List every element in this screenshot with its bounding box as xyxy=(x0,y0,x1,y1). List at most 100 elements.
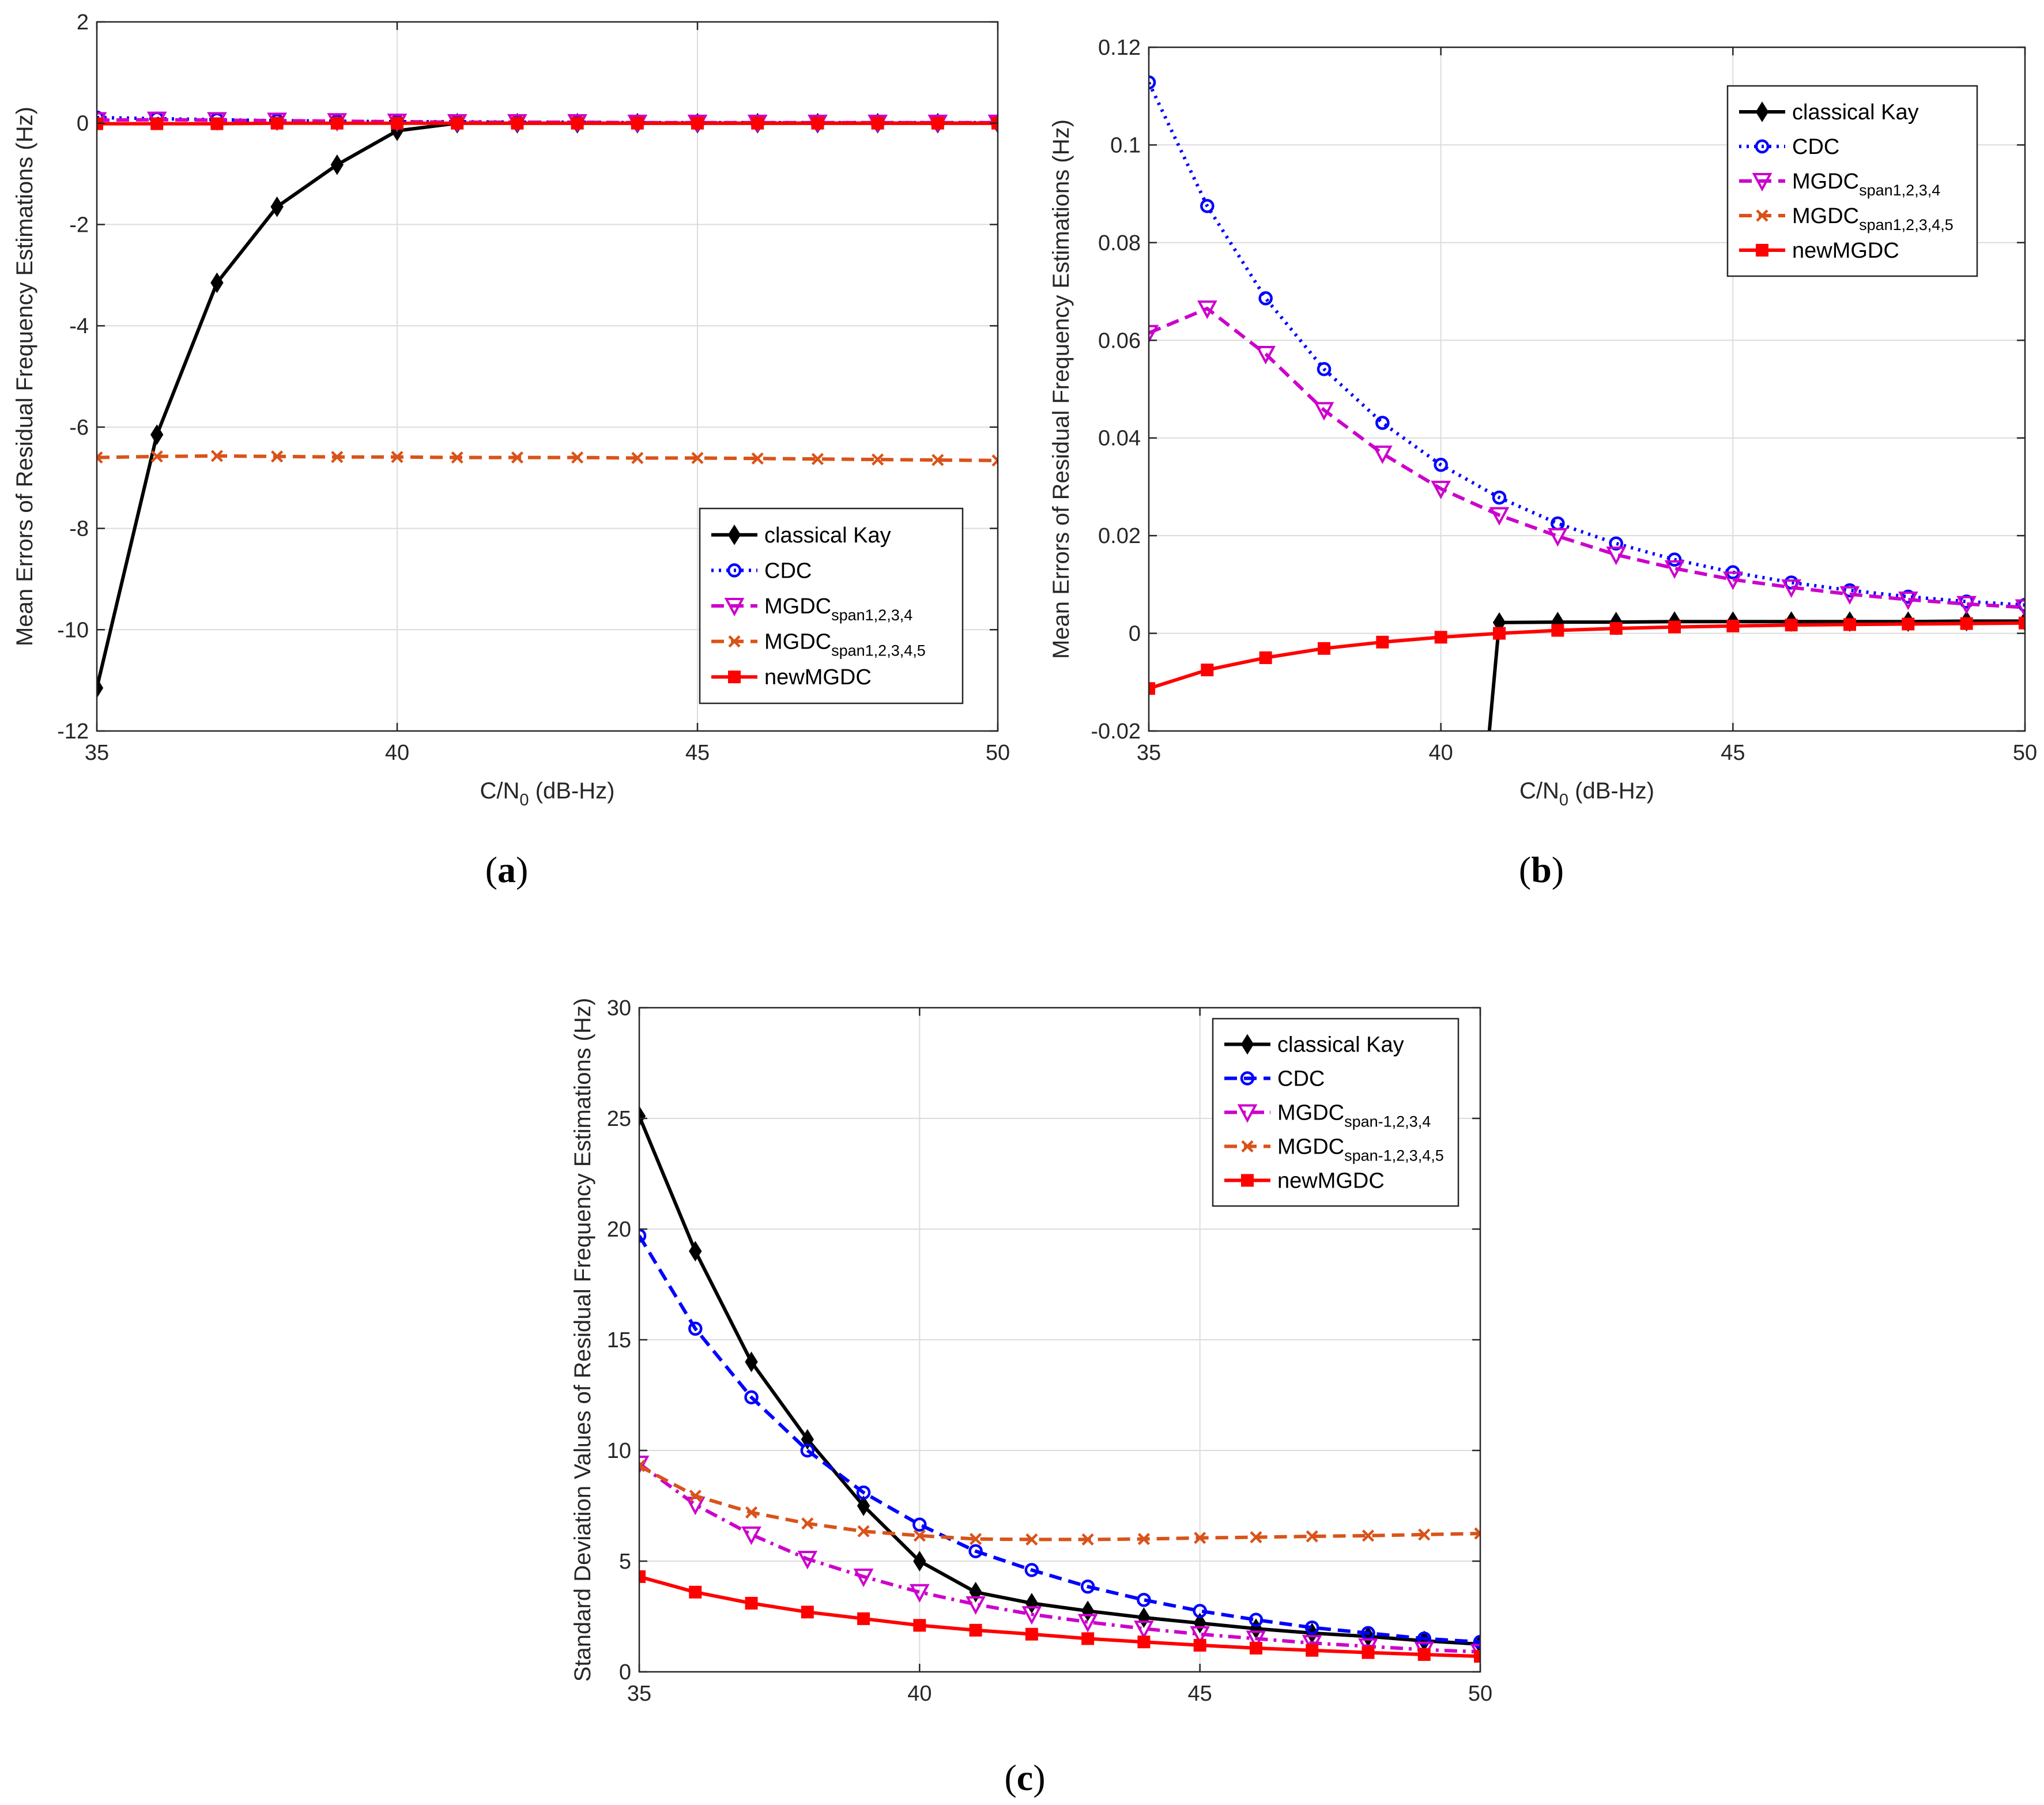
data-point-s2-8 xyxy=(1606,547,1627,566)
legend-marker-0 xyxy=(727,524,741,545)
data-point-s4-11 xyxy=(1249,1641,1262,1655)
data-point-s1-1 xyxy=(1200,199,1215,213)
y-axis-label: Standard Deviation Values of Residual Fr… xyxy=(570,998,595,1682)
legend-label-2: MGDCspan-1,2,3,4 xyxy=(1277,1101,1431,1131)
data-point-s4-13 xyxy=(1362,1646,1375,1659)
x-axis-label-suffix: (dB-Hz) xyxy=(1568,778,1654,804)
data-point-s3-4 xyxy=(331,451,344,464)
data-point-s4-12 xyxy=(1306,1644,1319,1657)
data-point-s3-5 xyxy=(913,1529,926,1542)
y-axis-label: Mean Errors of Residual Frequency Estima… xyxy=(12,107,37,646)
data-point-s3-2 xyxy=(745,1506,758,1519)
legend-label-sub: span1,2,3,4 xyxy=(1859,182,1940,199)
series-line-3 xyxy=(97,454,998,462)
data-point-s4-7 xyxy=(1025,1627,1038,1641)
data-point-s4-4 xyxy=(330,116,344,130)
y-tick-label: 0.02 xyxy=(1098,524,1141,548)
y-tick-label: 0.1 xyxy=(1110,133,1141,157)
legend-label-sub: span1,2,3,4 xyxy=(831,606,912,624)
legend-marker-3 xyxy=(1241,1140,1254,1153)
panel-b: 35 40 45 50 -0.02 0 0.02 0.04 0.06 0.08 0.1 0.12 Mea… xyxy=(1049,36,2037,890)
data-point-s3-8 xyxy=(1081,1533,1094,1546)
data-point-s4-2 xyxy=(1259,651,1272,664)
data-point-s3-9 xyxy=(1137,1533,1150,1546)
legend-label-0: classical Kay xyxy=(1277,1033,1404,1057)
y-tick-label: 0.08 xyxy=(1098,231,1141,255)
y-tick-label: -10 xyxy=(57,618,89,642)
legend-marker-3 xyxy=(1756,209,1768,222)
data-point-s4-0 xyxy=(639,1570,646,1583)
series-line-4 xyxy=(97,121,998,126)
caption-paren: ) xyxy=(1552,849,1564,890)
data-point-s1-7 xyxy=(1024,1563,1039,1577)
data-point-s4-10 xyxy=(1193,1638,1206,1652)
x-tick-label: 45 xyxy=(1721,741,1745,765)
legend-label-main: newMGDC xyxy=(1792,239,1899,263)
data-point-s2-9 xyxy=(1664,560,1685,579)
data-point-s4-8 xyxy=(1081,1632,1095,1645)
data-point-s1-2 xyxy=(1258,291,1273,306)
data-point-s1-6 xyxy=(968,1544,983,1558)
legend-label-0: classical Kay xyxy=(764,523,891,548)
series-line-2 xyxy=(639,1462,1480,1654)
data-point-s0-3 xyxy=(801,1429,814,1450)
data-point-s4-8 xyxy=(1609,622,1623,635)
data-point-s3-1 xyxy=(150,450,163,463)
y-tick-label: -6 xyxy=(69,416,89,440)
legend-label-0: classical Kay xyxy=(1792,100,1919,125)
data-point-s4-13 xyxy=(1902,617,1915,631)
x-tick-label: 50 xyxy=(986,741,1010,765)
data-point-s3-15 xyxy=(1474,1527,1480,1540)
data-point-s2-4 xyxy=(853,1568,874,1588)
data-point-s2-11 xyxy=(1246,1630,1266,1649)
data-point-s4-13 xyxy=(871,116,884,130)
data-point-s1-3 xyxy=(1317,362,1332,376)
caption-letter: a xyxy=(497,849,516,890)
panel-a: 35 40 45 50 -12 -10 -8 -6 -4 -2 0 2 Mean Errors of R… xyxy=(12,10,1010,890)
series-line-3 xyxy=(639,1464,1480,1542)
data-point-s1-5 xyxy=(1434,458,1448,472)
data-point-s0-4 xyxy=(857,1495,870,1516)
data-point-s1-1 xyxy=(688,1321,703,1336)
data-point-s2-2 xyxy=(741,1526,761,1546)
x-axis-label: C/N0 (dB-Hz) xyxy=(1519,778,1654,809)
caption-paren: ) xyxy=(1033,1757,1045,1798)
data-point-s3-7 xyxy=(1025,1533,1038,1546)
data-point-s1-8 xyxy=(1080,1579,1095,1594)
data-point-s4-15 xyxy=(2019,616,2025,630)
x-tick-label: 40 xyxy=(907,1682,932,1706)
data-point-s2-6 xyxy=(1489,507,1510,526)
y-tick-label: 0.06 xyxy=(1098,329,1141,353)
legend-label-3: MGDCspan1,2,3,4,5 xyxy=(1792,204,1954,233)
data-point-s3-7 xyxy=(511,451,523,464)
y-tick-label: 2 xyxy=(77,10,89,35)
legend-label-main: MGDC xyxy=(764,594,831,619)
data-point-s2-0 xyxy=(1149,325,1159,344)
data-point-s4-9 xyxy=(631,116,644,130)
data-point-s4-5 xyxy=(391,116,403,130)
y-tick-label: 0 xyxy=(619,1660,631,1685)
data-point-s3-10 xyxy=(691,451,704,465)
data-point-s2-8 xyxy=(1077,1614,1098,1633)
legend-label-2: MGDCspan1,2,3,4 xyxy=(1792,169,1940,199)
series-group xyxy=(639,1106,1480,1663)
data-point-s0-2 xyxy=(210,272,224,293)
data-point-s0-5 xyxy=(913,1551,926,1572)
data-point-s4-3 xyxy=(270,116,284,130)
legend-marker-0 xyxy=(1240,1034,1254,1055)
data-point-s2-12 xyxy=(1302,1635,1322,1654)
panel-c: 35 40 45 50 0 5 10 15 20 25 30 Standard Deviation V… xyxy=(570,996,1492,1798)
x-tick-label: 40 xyxy=(385,741,409,765)
data-point-s1-5 xyxy=(912,1517,927,1532)
data-point-s3-3 xyxy=(801,1517,814,1530)
y-tick-label: 0.12 xyxy=(1098,36,1141,60)
axes-box xyxy=(1148,46,2026,732)
y-tick-label: -0.02 xyxy=(1091,719,1141,744)
legend-label-main: CDC xyxy=(1792,135,1839,159)
data-point-s4-4 xyxy=(857,1612,870,1625)
y-tick-label: 0.04 xyxy=(1098,427,1141,451)
data-point-s3-12 xyxy=(1306,1530,1318,1543)
x-tick-label: 45 xyxy=(1188,1682,1212,1706)
x-axis-label-main: C/N xyxy=(480,778,520,804)
legend-label-main: MGDC xyxy=(1792,204,1859,228)
